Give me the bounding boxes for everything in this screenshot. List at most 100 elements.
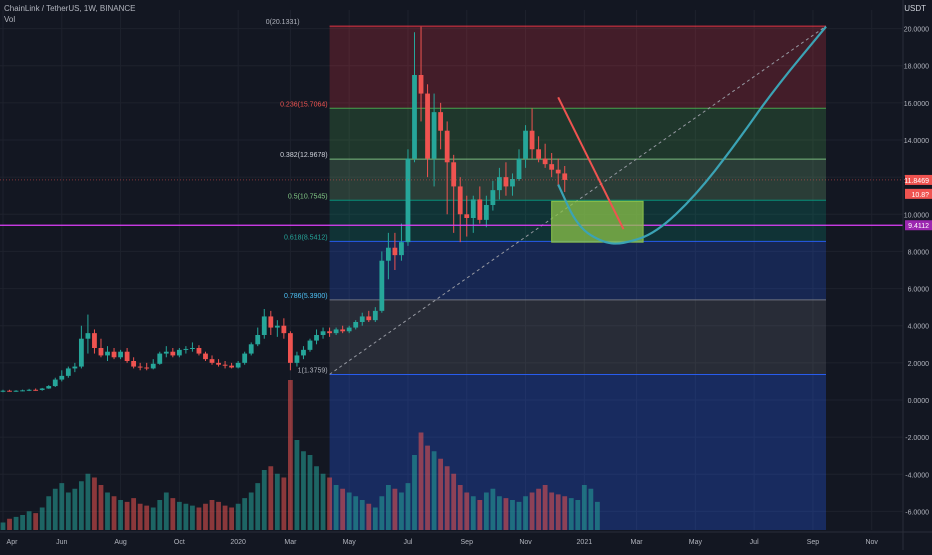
- candle-body: [59, 375, 65, 380]
- fib-level-label: 0.236(15.7064): [280, 101, 327, 108]
- price-badge-label: 11.8469: [904, 178, 929, 185]
- target-zone-box: [551, 200, 644, 243]
- candle-body: [261, 316, 267, 335]
- price-axis[interactable]: 20.000018.000016.000014.000012.000010.00…: [902, 0, 932, 550]
- candle-body: [333, 329, 339, 334]
- volume-bar: [52, 488, 58, 530]
- candle-body: [490, 190, 496, 205]
- volume-bar: [26, 511, 32, 530]
- volume-bar: [392, 488, 398, 530]
- volume-bar: [137, 503, 143, 530]
- candle-body: [457, 186, 463, 215]
- candle-body: [353, 322, 359, 328]
- candle-body: [235, 362, 241, 368]
- price-axis-bg: [903, 0, 932, 550]
- volume-bar: [287, 380, 293, 530]
- candle-body: [52, 379, 58, 387]
- volume-bar: [196, 507, 202, 530]
- volume-bar: [301, 451, 306, 530]
- candle-body: [438, 112, 444, 131]
- volume-bar: [483, 492, 489, 530]
- candle-body: [320, 331, 326, 335]
- candle-body: [105, 351, 110, 356]
- candle-body: [131, 361, 137, 367]
- time-tick-label: Apr: [7, 539, 19, 546]
- candle-body: [562, 173, 568, 180]
- volume-bar: [39, 507, 45, 530]
- candle-body: [523, 130, 528, 159]
- volume-bar: [176, 501, 182, 530]
- candle-body: [549, 164, 555, 170]
- volume-bar: [98, 485, 104, 530]
- price-tick-label: 10.0000: [904, 212, 929, 219]
- volume-bar: [274, 473, 280, 530]
- volume-bar: [46, 496, 52, 530]
- candle-body: [26, 389, 32, 391]
- price-tick-label: -6.0000: [905, 509, 929, 516]
- candle-body: [379, 260, 385, 311]
- time-tick-label: May: [343, 539, 357, 546]
- candle-body: [78, 338, 84, 367]
- volume-bar: [536, 488, 542, 530]
- candle-body: [340, 329, 346, 332]
- volume-bar: [594, 501, 600, 530]
- volume-bars: [0, 380, 600, 530]
- volume-bar: [163, 492, 169, 530]
- volume-bar: [503, 498, 509, 530]
- price-tick-label: 20.0000: [904, 27, 929, 34]
- candle-body: [124, 351, 130, 361]
- candle-body: [287, 333, 293, 363]
- volume-bar: [13, 516, 19, 530]
- price-badge: [905, 188, 932, 199]
- volume-bar: [203, 503, 208, 530]
- volume-bar: [248, 492, 254, 530]
- time-tick-label: Mar: [284, 539, 297, 546]
- volume-bar: [497, 496, 502, 530]
- drawings[interactable]: [0, 25, 903, 375]
- volume-bar: [353, 496, 359, 530]
- time-tick-label: May: [689, 539, 703, 546]
- volume-bar: [529, 492, 535, 530]
- candle-body: [405, 158, 411, 243]
- candle-body: [294, 355, 300, 363]
- candle-body: [7, 390, 12, 392]
- candle-body: [255, 335, 261, 345]
- candle-body: [0, 390, 6, 392]
- candle-body: [301, 349, 306, 356]
- volume-bar: [281, 477, 287, 530]
- candle-body: [13, 390, 19, 392]
- fib-level-label: 0.786(5.3900): [284, 293, 328, 300]
- price-tick-label: 18.0000: [904, 64, 929, 71]
- volume-bar: [65, 492, 71, 530]
- candle-body: [385, 247, 391, 261]
- time-axis[interactable]: Apr Jun Aug Oct 2020 Mar May Jul Sep Nov 2021 Mar Ma…: [0, 531, 932, 546]
- candle-body: [268, 316, 274, 328]
- candle-body: [222, 364, 228, 366]
- volume-bar: [340, 488, 346, 530]
- candle-body: [150, 363, 156, 369]
- time-tick-label: Jun: [56, 539, 67, 546]
- price-badge: [905, 174, 932, 185]
- symbol-title: ChainLink / TetherUS, 1W, BINANCE: [4, 4, 136, 13]
- candle-body: [242, 353, 248, 363]
- fib-retracement[interactable]: 0(20.1331) 0.236(15.7064) 0.382(12.9678) 0.…: [266, 19, 826, 530]
- candle-body: [510, 179, 515, 187]
- price-tick-label: 16.0000: [904, 101, 929, 108]
- volume-bar: [235, 503, 241, 530]
- candlesticks: [0, 26, 568, 393]
- candle-body: [425, 93, 430, 159]
- volume-bar: [183, 503, 189, 530]
- fib-level-label: 0.382(12.9678): [280, 152, 327, 159]
- candle-body: [399, 242, 404, 256]
- price-tick-label: 6.0000: [908, 287, 930, 294]
- volume-bar: [268, 466, 274, 530]
- volume-bar: [209, 500, 215, 530]
- price-tick-label: -4.0000: [905, 472, 929, 479]
- volume-bar: [0, 522, 6, 530]
- candle-body: [216, 362, 221, 365]
- candle-body: [327, 331, 332, 334]
- volume-bar: [451, 473, 457, 530]
- candle-body: [196, 348, 202, 354]
- volume-bar: [33, 513, 39, 530]
